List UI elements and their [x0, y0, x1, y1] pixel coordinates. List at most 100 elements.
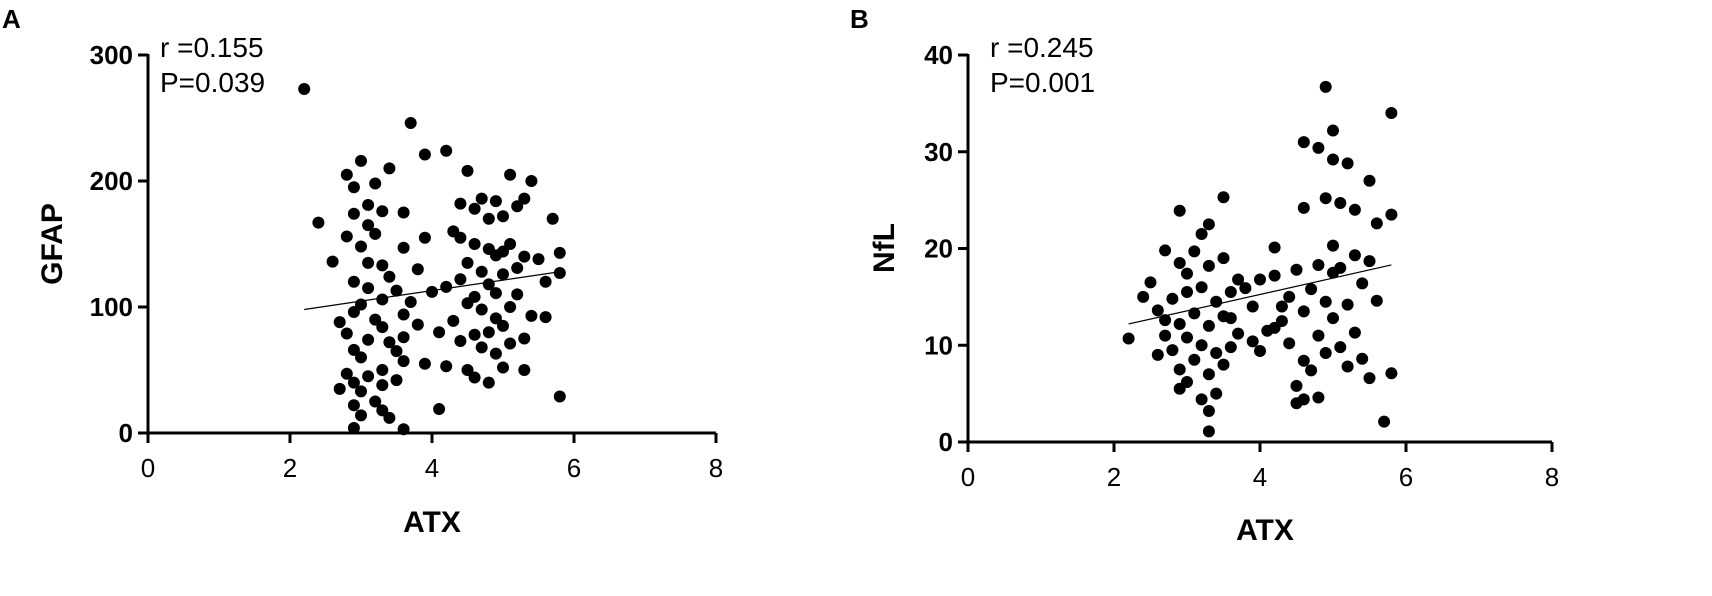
data-point-gfap	[518, 192, 531, 205]
data-point-nfl	[1268, 269, 1281, 282]
data-point-gfap	[333, 316, 346, 329]
x-tick-label-nfl: 6	[1399, 462, 1413, 492]
data-point-nfl	[1334, 197, 1347, 210]
x-tick-label-gfap: 2	[283, 453, 297, 483]
regression-line-nfl	[1128, 264, 1392, 325]
data-point-gfap	[468, 328, 481, 341]
data-point-nfl	[1173, 363, 1186, 376]
data-point-nfl	[1290, 379, 1303, 392]
data-point-gfap	[489, 195, 502, 208]
data-point-nfl	[1159, 244, 1172, 257]
data-point-nfl	[1181, 267, 1193, 280]
data-point-gfap	[376, 404, 389, 417]
data-point-gfap	[347, 207, 360, 220]
data-point-gfap	[340, 168, 353, 181]
data-point-gfap	[362, 198, 375, 211]
data-point-gfap	[418, 357, 431, 370]
data-point-gfap	[376, 259, 389, 272]
data-point-gfap	[497, 361, 509, 374]
data-point-gfap	[312, 216, 325, 229]
data-point-gfap	[539, 275, 552, 288]
data-point-gfap	[376, 321, 389, 334]
data-point-gfap	[433, 326, 446, 339]
x-tick-label-gfap: 0	[141, 453, 155, 483]
data-point-gfap	[383, 270, 396, 283]
data-point-gfap	[454, 335, 467, 348]
data-point-gfap	[489, 312, 502, 325]
data-point-nfl	[1232, 327, 1245, 340]
data-point-gfap	[369, 227, 382, 240]
data-point-gfap	[461, 164, 474, 177]
data-point-gfap	[461, 364, 474, 376]
data-point-gfap	[461, 256, 474, 269]
data-point-gfap	[326, 255, 339, 268]
data-point-gfap	[347, 343, 360, 356]
y-tick-label-gfap: 0	[119, 418, 133, 448]
x-axis-label-nfl: ATX	[1236, 514, 1294, 547]
data-point-nfl	[1210, 387, 1223, 400]
x-tick-label-nfl: 0	[961, 462, 975, 492]
data-point-gfap	[553, 246, 566, 259]
y-tick-label-nfl: 40	[924, 40, 953, 70]
data-point-nfl	[1341, 360, 1354, 373]
data-point-nfl	[1275, 300, 1288, 313]
data-point-gfap	[340, 230, 353, 243]
data-point-gfap	[440, 360, 453, 373]
data-point-gfap	[525, 309, 538, 322]
data-point-gfap	[553, 266, 566, 279]
data-point-nfl	[1195, 227, 1208, 240]
data-point-gfap	[376, 205, 389, 218]
data-point-gfap	[347, 181, 360, 194]
data-point-nfl	[1232, 273, 1245, 286]
data-point-gfap	[355, 154, 367, 167]
data-point-gfap	[362, 219, 375, 232]
data-point-gfap	[418, 231, 431, 244]
stat-p-gfap: P=0.039	[160, 67, 265, 98]
data-point-gfap	[369, 177, 382, 190]
data-point-nfl	[1173, 382, 1186, 395]
data-point-nfl	[1268, 241, 1281, 254]
data-point-nfl	[1122, 332, 1135, 345]
data-point-gfap	[397, 206, 410, 219]
data-point-nfl	[1348, 249, 1361, 262]
data-point-gfap	[362, 333, 375, 346]
data-point-nfl	[1290, 263, 1303, 276]
data-point-gfap	[497, 268, 509, 281]
data-point-gfap	[298, 83, 311, 96]
data-point-gfap	[482, 326, 495, 339]
data-point-nfl	[1334, 341, 1347, 354]
data-point-gfap	[504, 301, 517, 313]
data-point-nfl	[1202, 218, 1215, 231]
data-point-gfap	[489, 287, 502, 300]
data-point-nfl	[1305, 364, 1318, 377]
data-point-nfl	[1159, 314, 1172, 327]
y-tick-label-gfap: 300	[90, 40, 133, 70]
data-point-gfap	[340, 367, 353, 380]
data-point-gfap	[482, 376, 495, 389]
y-axis-label-gfap: GFAP	[36, 203, 69, 285]
data-point-nfl	[1181, 286, 1193, 299]
data-point-nfl	[1173, 204, 1186, 217]
x-tick-label-gfap: 4	[425, 453, 439, 483]
data-point-nfl	[1144, 276, 1157, 289]
data-point-nfl	[1195, 339, 1208, 352]
data-point-gfap	[482, 212, 495, 225]
data-point-nfl	[1283, 290, 1296, 303]
data-point-gfap	[355, 240, 367, 253]
data-point-nfl	[1312, 329, 1325, 342]
data-point-gfap	[404, 117, 417, 130]
data-point-gfap	[376, 293, 389, 306]
data-point-gfap	[411, 318, 424, 331]
data-point-nfl	[1151, 304, 1164, 317]
data-point-gfap	[411, 263, 424, 276]
data-point-nfl	[1290, 397, 1303, 410]
data-point-gfap	[468, 371, 481, 384]
data-point-gfap	[475, 303, 488, 316]
data-point-gfap	[390, 284, 403, 297]
data-point-gfap	[362, 282, 375, 295]
data-point-gfap	[454, 273, 467, 286]
data-point-gfap	[475, 341, 488, 354]
data-point-gfap	[383, 336, 396, 349]
data-point-nfl	[1254, 273, 1266, 286]
data-point-nfl	[1385, 107, 1398, 120]
